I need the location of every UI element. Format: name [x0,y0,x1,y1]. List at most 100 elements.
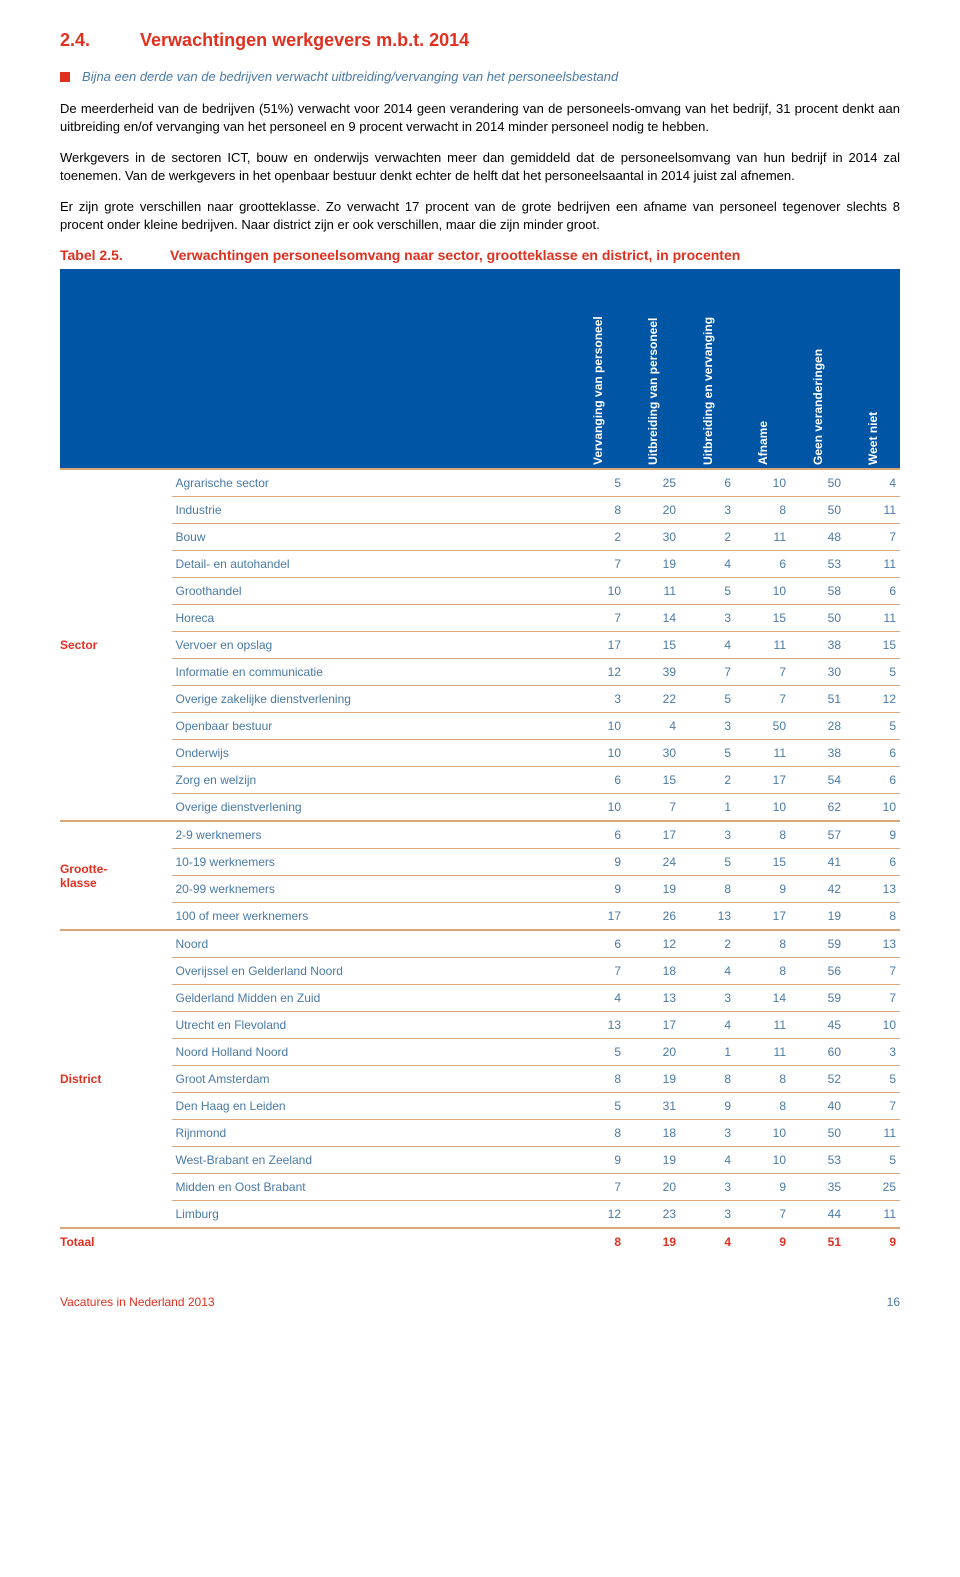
total-cell: 9 [735,1228,790,1255]
cell-value: 10 [735,469,790,497]
row-name: Detail- en autohandel [172,551,571,578]
cell-value: 11 [735,740,790,767]
table-caption: Tabel 2.5. Verwachtingen personeelsomvan… [60,247,900,263]
cell-value: 42 [790,876,845,903]
cell-value: 7 [735,686,790,713]
row-name: 20-99 werknemers [172,876,571,903]
cell-value: 19 [625,876,680,903]
cell-value: 17 [625,1012,680,1039]
cell-value: 30 [625,524,680,551]
paragraph-3: Er zijn grote verschillen naar groottekl… [60,198,900,233]
cell-value: 6 [845,849,900,876]
cell-value: 7 [570,958,625,985]
cell-value: 5 [845,713,900,740]
cell-value: 12 [570,659,625,686]
cell-value: 4 [680,958,735,985]
cell-value: 11 [845,605,900,632]
cell-value: 9 [735,1174,790,1201]
cell-value: 11 [735,632,790,659]
cell-value: 3 [680,985,735,1012]
cell-value: 7 [845,985,900,1012]
cell-value: 8 [845,903,900,931]
total-cell: 4 [680,1228,735,1255]
table-row: Gelderland Midden en Zuid413314597 [60,985,900,1012]
cell-value: 6 [570,821,625,849]
cell-value: 11 [845,497,900,524]
cell-value: 6 [845,578,900,605]
cell-value: 25 [625,469,680,497]
table-row: Zorg en welzijn615217546 [60,767,900,794]
header-group-blank [60,269,172,469]
cell-value: 7 [680,659,735,686]
row-name: Rijnmond [172,1120,571,1147]
cell-value: 7 [845,958,900,985]
table-row: Overige dienstverlening1071106210 [60,794,900,822]
table-row: Openbaar bestuur104350285 [60,713,900,740]
cell-value: 6 [570,767,625,794]
cell-value: 3 [845,1039,900,1066]
cell-value: 4 [625,713,680,740]
cell-value: 44 [790,1201,845,1229]
col-header-6: Weet niet [845,269,900,469]
cell-value: 4 [680,551,735,578]
cell-value: 9 [570,1147,625,1174]
page-footer: Vacatures in Nederland 2013 16 [60,1295,900,1309]
cell-value: 3 [680,1120,735,1147]
cell-value: 48 [790,524,845,551]
cell-value: 3 [680,821,735,849]
row-name: Gelderland Midden en Zuid [172,985,571,1012]
cell-value: 50 [790,605,845,632]
cell-value: 14 [625,605,680,632]
table-row: Grootte-klasse2-9 werknemers61738579 [60,821,900,849]
cell-value: 5 [570,469,625,497]
cell-value: 15 [735,605,790,632]
cell-value: 2 [680,524,735,551]
cell-value: 10 [570,794,625,822]
cell-value: 5 [680,849,735,876]
cell-value: 17 [735,903,790,931]
cell-value: 8 [735,497,790,524]
cell-value: 19 [625,1147,680,1174]
bullet-square-icon [60,72,70,82]
table-row: Overige zakelijke dienstverlening3225751… [60,686,900,713]
cell-value: 39 [625,659,680,686]
col-header-4: Afname [735,269,790,469]
row-name: Horeca [172,605,571,632]
cell-value: 7 [570,551,625,578]
total-cell: 8 [570,1228,625,1255]
summary-bullet-text: Bijna een derde van de bedrijven verwach… [82,69,618,84]
cell-value: 17 [570,903,625,931]
cell-value: 8 [570,497,625,524]
table-row: Vervoer en opslag17154113815 [60,632,900,659]
cell-value: 10 [735,578,790,605]
cell-value: 12 [625,930,680,958]
table-row: SectorAgrarische sector525610504 [60,469,900,497]
cell-value: 11 [845,551,900,578]
cell-value: 51 [790,686,845,713]
cell-value: 31 [625,1093,680,1120]
cell-value: 11 [625,578,680,605]
cell-value: 62 [790,794,845,822]
row-name: Zorg en welzijn [172,767,571,794]
cell-value: 25 [845,1174,900,1201]
cell-value: 4 [570,985,625,1012]
row-name: Overijssel en Gelderland Noord [172,958,571,985]
cell-value: 24 [625,849,680,876]
cell-value: 7 [625,794,680,822]
cell-value: 3 [680,497,735,524]
cell-value: 10 [570,713,625,740]
table-row: Rijnmond8183105011 [60,1120,900,1147]
cell-value: 10 [570,740,625,767]
row-name: Limburg [172,1201,571,1229]
cell-value: 50 [790,497,845,524]
cell-value: 12 [570,1201,625,1229]
table-row: 20-99 werknemers919894213 [60,876,900,903]
cell-value: 3 [680,1174,735,1201]
cell-value: 38 [790,632,845,659]
cell-value: 6 [845,767,900,794]
cell-value: 17 [570,632,625,659]
row-name: 100 of meer werknemers [172,903,571,931]
cell-value: 3 [680,1201,735,1229]
total-name-blank [172,1228,571,1255]
cell-value: 13 [845,876,900,903]
